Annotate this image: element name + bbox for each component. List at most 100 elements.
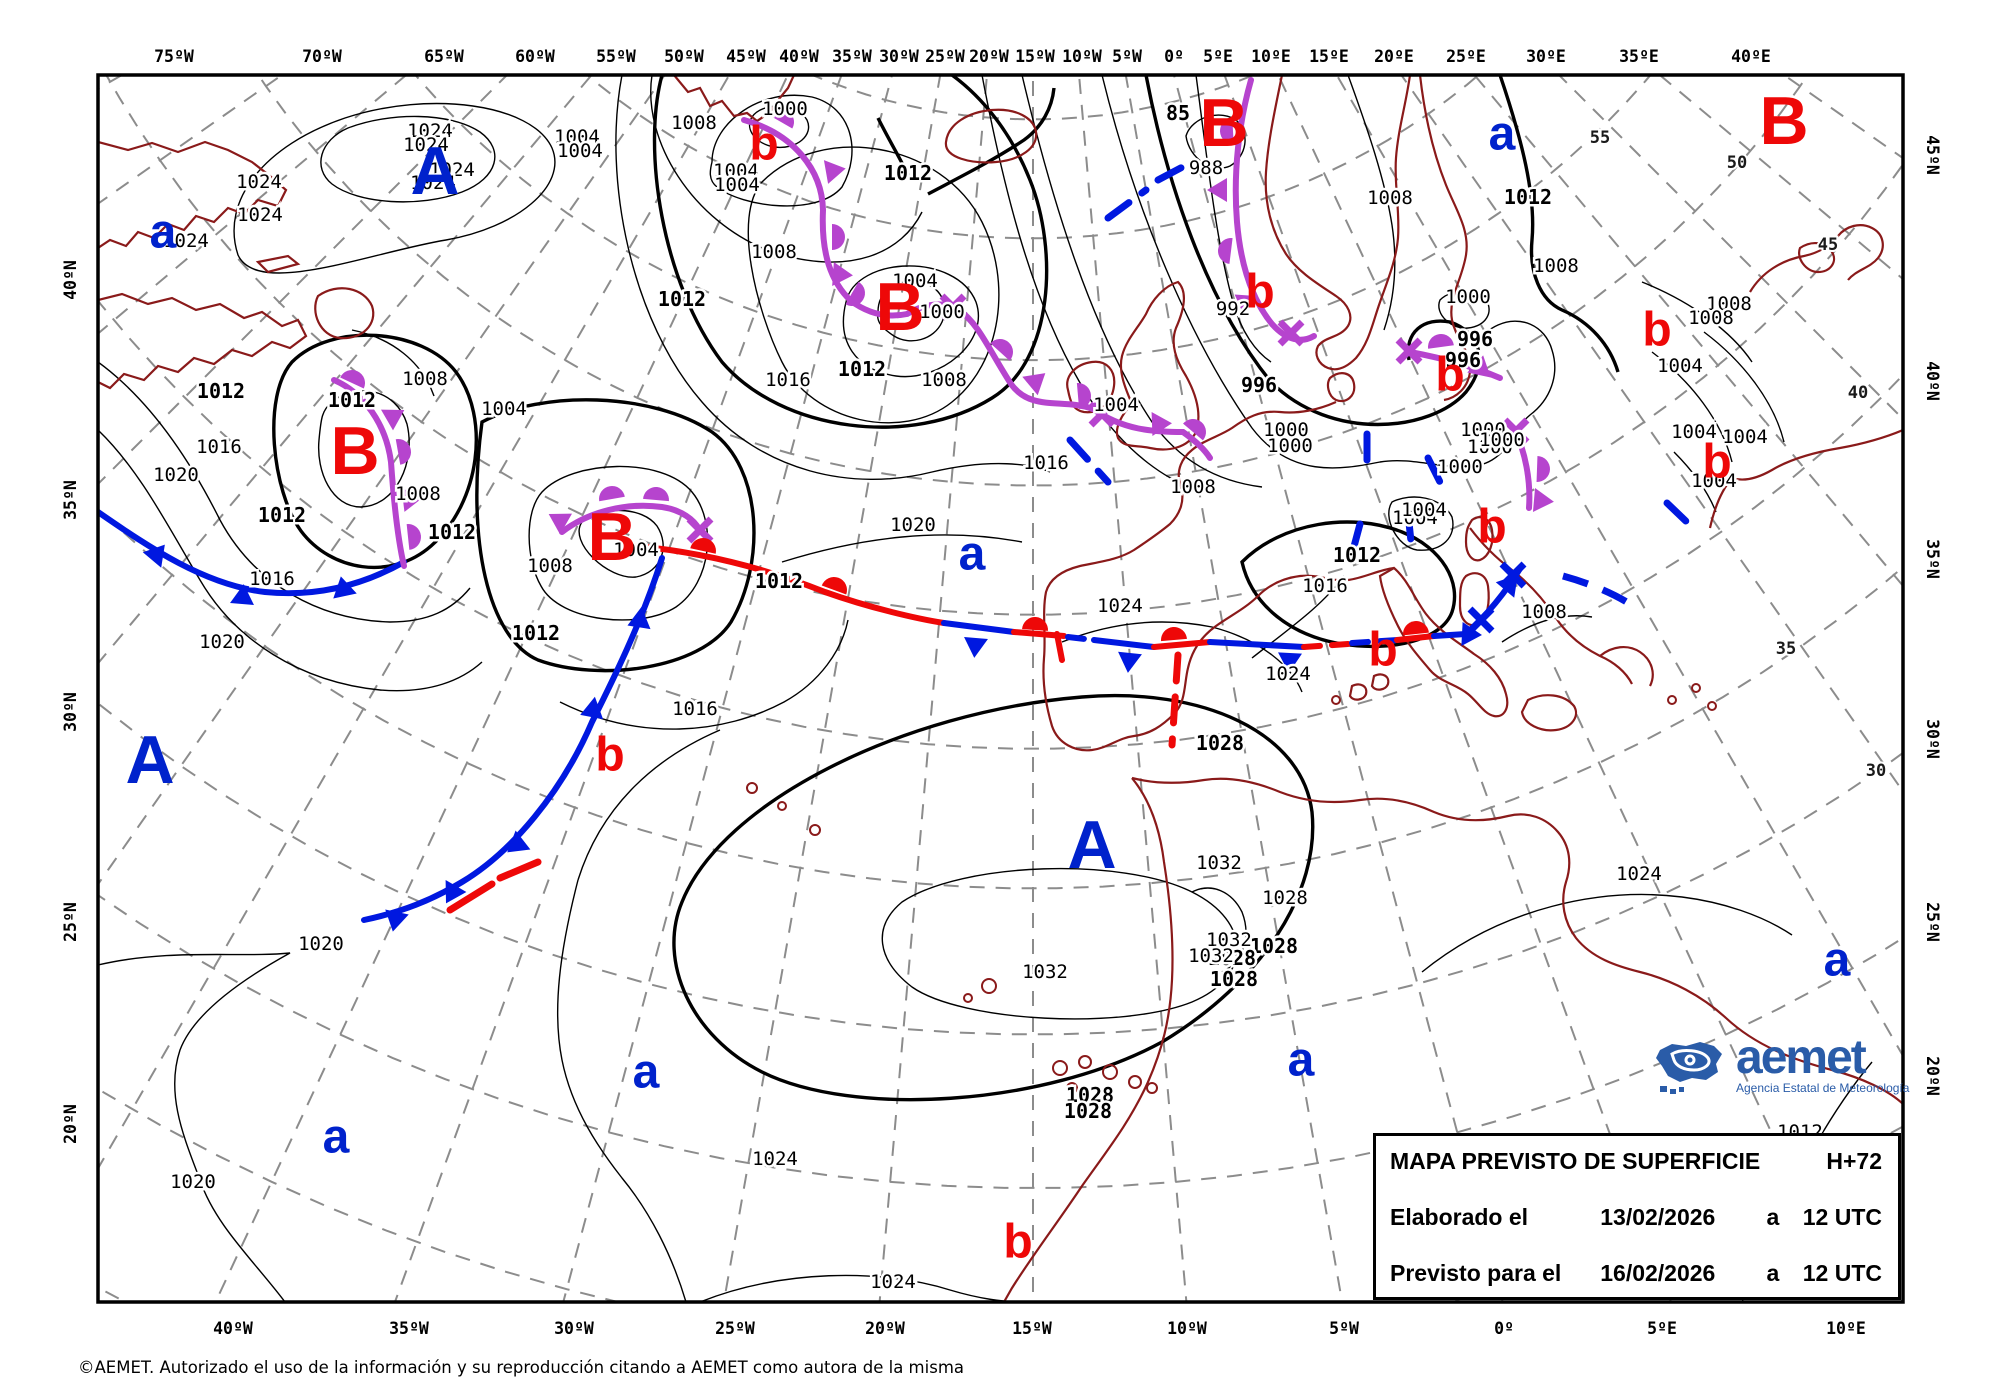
isobar-value-label: 1028: [1064, 1099, 1112, 1123]
coastline: [1749, 224, 1884, 293]
isobar-value-label: 1012: [197, 379, 245, 403]
isobar-value-label: 1012: [838, 357, 886, 381]
isobar-value-label: 1012: [428, 520, 476, 544]
occluded-front-greenland-to-biscay: [741, 109, 1213, 461]
axis-label-bottom: 10ºW: [1167, 1319, 1207, 1338]
isobar-value-label: 1004: [557, 140, 603, 162]
isobar-value-label: 1008: [395, 483, 441, 505]
axis-label-top: 30ºW: [879, 47, 919, 66]
pressure-center-a: a: [959, 528, 986, 581]
isobar-line: [475, 398, 756, 673]
isobar-value-label: 1032: [1196, 852, 1242, 874]
aemet-logo-tagline: Agencia Estatal de Meteorología: [1736, 1081, 1910, 1096]
pressure-center-b: b: [1368, 624, 1397, 677]
isobar-line: [876, 117, 910, 176]
front-triangle-symbol: [142, 544, 165, 568]
front-semicircle-symbol: [340, 370, 365, 389]
island: [1078, 1055, 1092, 1069]
isobar-line: [1251, 575, 1345, 659]
coastline: [1708, 428, 1903, 529]
front-cross-symbol: [939, 293, 967, 321]
stationary-front-seg-blue-dash-2: [1349, 637, 1400, 646]
front-triangle-symbol: [1207, 178, 1227, 202]
axis-label-top: 25ºW: [925, 47, 965, 66]
isobar-line: [781, 534, 1023, 563]
isobar-value-label: 996: [1241, 373, 1277, 397]
isobar-value-label: 1016: [765, 369, 811, 391]
front-semicircle-symbol: [643, 487, 669, 502]
isobar-line: [1703, 331, 1785, 443]
front-triangle-symbol: [1151, 412, 1172, 436]
isobar-value-label: 1012: [1504, 185, 1552, 209]
valid-prep: a: [1766, 1260, 1780, 1286]
isobar-value-label: 1004: [1722, 426, 1768, 448]
isobar-line: [709, 94, 853, 207]
graticule-latitude-label: 55: [1590, 128, 1610, 148]
isobar-value-label: 1008: [1367, 187, 1413, 209]
graticule-latitude-label: 45: [1818, 235, 1838, 255]
axis-label-top: 50ºW: [664, 47, 704, 66]
isobar-line: [98, 952, 291, 1302]
occluded-front-baltic: [1395, 334, 1503, 381]
axis-label-top: 30ºE: [1526, 47, 1566, 66]
isobar-line: [927, 87, 1056, 196]
axis-label-bottom: 10ºE: [1826, 1319, 1866, 1338]
pressure-center-B: B: [1199, 85, 1248, 161]
isobar-value-label: 1000: [762, 98, 808, 120]
isobar-line: [98, 429, 483, 692]
island: [1691, 683, 1701, 693]
issued-time: 12 UTC: [1802, 1204, 1883, 1230]
isobar-value-label: 1004: [713, 160, 759, 182]
axis-label-left: 30ºN: [61, 692, 80, 732]
front-triangle-symbol: [1118, 651, 1142, 673]
isobar-value-label: 1024: [410, 172, 456, 194]
island: [1102, 1064, 1118, 1080]
coastline: [1469, 527, 1633, 685]
isobar-line: [1421, 893, 1793, 973]
front-triangle-symbol: [401, 488, 423, 512]
isobar-line: [1501, 615, 1593, 643]
coastline: [98, 140, 288, 249]
axis-label-top: 5ºE: [1203, 47, 1233, 66]
isobar-value-label: 1000: [919, 301, 965, 323]
front-cross-symbol: [1277, 319, 1305, 347]
isobar-value-label: 1008: [921, 369, 967, 391]
isobar-line: [699, 1274, 1021, 1302]
frontogenesis-tyrrhenian: [1463, 561, 1527, 637]
front-cross-symbol: [1467, 606, 1495, 634]
island: [777, 801, 787, 811]
isobar-line: [1021, 75, 1263, 488]
isobar-value-label: 1024: [1097, 595, 1143, 617]
front-semicircle-symbol: [821, 577, 847, 595]
island: [1128, 1075, 1142, 1089]
axis-label-top: 15ºE: [1309, 47, 1349, 66]
isobar-value-label: 1004: [1657, 355, 1703, 377]
isobar-value-label: 1016: [1302, 575, 1348, 597]
island: [1066, 1082, 1078, 1094]
front-semicircle-symbol: [769, 109, 794, 129]
axis-label-bottom: 35ºW: [389, 1319, 429, 1338]
island: [981, 978, 997, 994]
isobar-value-label: 1004: [1093, 394, 1139, 416]
isobar-value-label: 1008: [1170, 476, 1216, 498]
pressure-center-a: a: [1489, 108, 1516, 161]
axis-label-right: 20ºN: [1923, 1056, 1942, 1096]
isobar-value-label: 1024: [870, 1271, 916, 1293]
axis-label-bottom: 15ºW: [1012, 1319, 1052, 1338]
isobar-value-label: 1000: [1460, 419, 1506, 441]
front-triangle-symbol: [1532, 488, 1554, 512]
isobar-value-label: 1020: [890, 514, 936, 536]
pressure-center-b: b: [1702, 436, 1731, 489]
coastline: [1003, 777, 1174, 1302]
front-semicircle-symbol: [832, 224, 845, 250]
cold-front-west-atlantic: [98, 509, 407, 606]
coastline: [1798, 242, 1836, 274]
isobar-value-label: 1008: [751, 241, 797, 263]
axis-label-top: 40ºW: [779, 47, 819, 66]
isobar-value-label: 988: [1189, 157, 1223, 179]
isobar-value-label: 1028: [1066, 1083, 1114, 1107]
isobar-value-label: 1008: [527, 555, 573, 577]
axis-label-top: 45ºW: [726, 47, 766, 66]
isobar-value-label: 1004: [554, 126, 600, 148]
front-cross-symbol: [686, 516, 714, 544]
